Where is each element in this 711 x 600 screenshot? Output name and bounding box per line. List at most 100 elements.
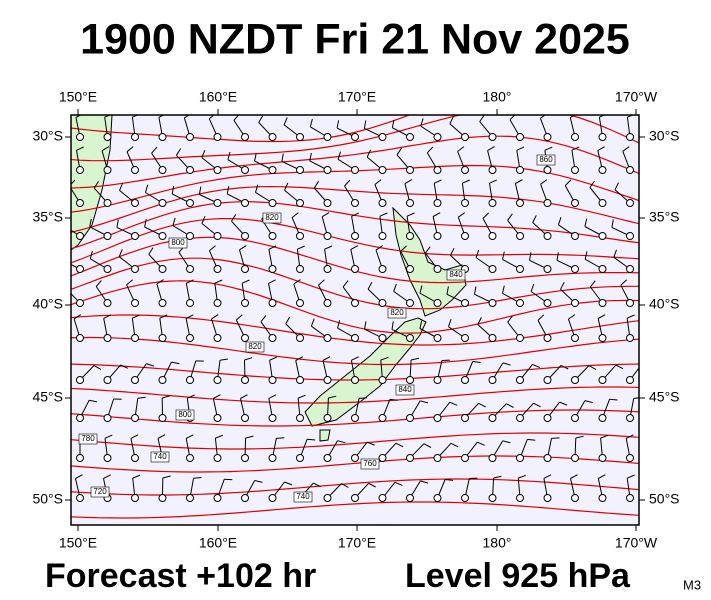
wind-station <box>378 376 387 384</box>
stewart-island <box>319 429 331 442</box>
wind-barb <box>420 400 429 404</box>
wind-station <box>433 454 442 462</box>
wind-station <box>131 454 139 462</box>
wind-station <box>488 414 497 422</box>
wind-station <box>213 414 222 422</box>
wind-barb <box>626 474 635 479</box>
wind-barb <box>324 245 333 250</box>
wind-barb <box>472 361 481 363</box>
wind-barb <box>482 212 490 219</box>
wind-barb <box>215 434 224 439</box>
lat-label-right: 30°S <box>649 128 680 144</box>
lon-label-bottom: 170°E <box>338 535 376 551</box>
wind-station <box>268 334 277 342</box>
wind-station <box>543 414 552 422</box>
wind-barb <box>506 403 514 408</box>
wind-barb <box>185 434 194 439</box>
wind-station <box>241 414 249 422</box>
wind-station <box>433 299 442 307</box>
wind-station <box>516 454 524 462</box>
contour-line <box>71 115 411 143</box>
wind-station <box>433 133 442 141</box>
wind-barb <box>126 146 134 153</box>
wind-barb <box>157 434 166 439</box>
wind-station <box>488 494 497 502</box>
wind-barb <box>284 481 293 486</box>
wind-barb <box>239 245 247 251</box>
wind-barb <box>364 321 367 330</box>
wind-barb <box>76 146 84 151</box>
wind-station <box>323 166 332 174</box>
wind-barb <box>162 395 171 399</box>
wind-barb <box>231 214 237 222</box>
wind-station <box>158 334 167 342</box>
wind-station <box>406 265 414 273</box>
wind-barb <box>260 315 267 323</box>
wind-station <box>543 334 552 342</box>
contour-label: 840 <box>398 385 412 394</box>
lat-label-left: 45°S <box>32 389 63 405</box>
wind-station <box>488 232 497 240</box>
wind-station <box>131 494 139 502</box>
contour-line <box>71 336 639 366</box>
title: 1900 NZDT Fri 21 Nov 2025 <box>80 15 630 63</box>
wind-station <box>378 265 387 273</box>
wind-barb <box>258 115 264 123</box>
wind-station <box>516 199 524 207</box>
wind-station <box>241 334 249 342</box>
wind-station <box>241 166 249 174</box>
wind-station <box>323 494 332 502</box>
wind-station <box>296 166 304 174</box>
wind-station <box>571 299 579 307</box>
wind-station <box>461 414 469 422</box>
wind-barb <box>560 364 569 370</box>
wind-barb <box>89 250 93 259</box>
wind-barb <box>344 179 351 187</box>
wind-barb <box>426 146 434 154</box>
wind-station <box>323 334 332 342</box>
wind-barb <box>363 120 367 129</box>
wind-barb <box>126 279 134 286</box>
wind-station <box>213 454 222 462</box>
wind-barb <box>588 365 597 370</box>
wind-station <box>406 133 414 141</box>
wind-station <box>268 199 277 207</box>
wind-barb <box>396 147 402 156</box>
contour-line <box>71 185 639 233</box>
wind-station <box>571 232 579 240</box>
wind-barb <box>560 281 565 290</box>
wind-station <box>131 376 139 384</box>
wind-station <box>433 494 442 502</box>
wind-barb <box>527 438 536 441</box>
wind-barb <box>337 440 346 444</box>
lat-label-left: 35°S <box>32 209 63 225</box>
wind-barb <box>575 435 584 439</box>
wind-barb <box>420 118 424 127</box>
model-code: M3 <box>683 577 701 592</box>
wind-station <box>433 265 442 273</box>
contour-label: 720 <box>93 487 107 496</box>
wind-station <box>268 265 277 273</box>
wind-station <box>378 494 387 502</box>
wind-station <box>158 166 167 174</box>
contour-label: 740 <box>153 452 167 461</box>
wind-barb <box>337 320 341 329</box>
wind-station <box>186 376 194 384</box>
wind-station <box>76 376 84 384</box>
wind-station <box>213 199 222 207</box>
wind-barb <box>391 119 395 128</box>
wind-station <box>598 265 607 273</box>
wind-barb <box>598 474 606 479</box>
wind-barb <box>448 318 452 327</box>
wind-station <box>626 133 634 141</box>
wind-station <box>433 166 442 174</box>
lat-label-left: 30°S <box>32 128 63 144</box>
wind-barb <box>132 314 140 319</box>
wind-station <box>626 199 634 207</box>
wind-station <box>131 199 139 207</box>
wind-barb <box>187 394 195 399</box>
wind-station <box>626 232 634 240</box>
wind-barb <box>235 314 243 321</box>
wind-barb <box>559 401 568 406</box>
wind-station <box>323 232 332 240</box>
